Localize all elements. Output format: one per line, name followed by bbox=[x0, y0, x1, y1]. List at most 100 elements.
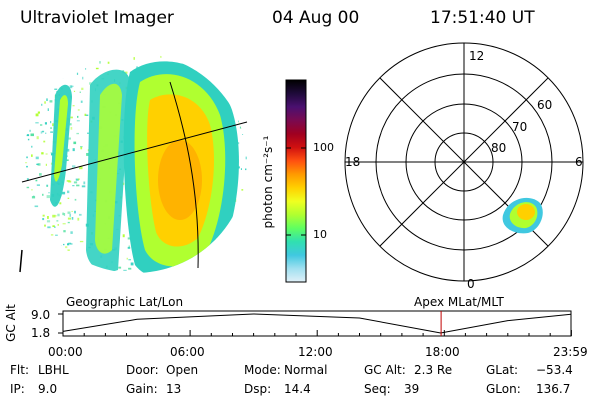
speckle bbox=[36, 184, 40, 186]
speckle bbox=[44, 91, 46, 95]
speckle bbox=[237, 142, 240, 145]
speckle bbox=[53, 67, 56, 70]
speckle bbox=[242, 251, 245, 253]
speckle bbox=[215, 253, 219, 257]
speckle bbox=[243, 243, 245, 246]
speckle bbox=[80, 146, 83, 148]
arc-left-core bbox=[54, 95, 68, 182]
speckle bbox=[244, 94, 246, 96]
speckle bbox=[238, 119, 241, 122]
speckle bbox=[136, 66, 138, 69]
speckle bbox=[55, 57, 58, 61]
speckle bbox=[242, 74, 245, 76]
speckle bbox=[53, 256, 56, 259]
speckle bbox=[99, 55, 103, 58]
speckle bbox=[57, 213, 60, 217]
speckle bbox=[45, 153, 48, 155]
speckle bbox=[87, 132, 89, 134]
speckle bbox=[70, 116, 73, 119]
speckle bbox=[127, 237, 131, 240]
speckle bbox=[249, 62, 252, 64]
speckle bbox=[85, 68, 87, 70]
speckle bbox=[33, 258, 37, 261]
speckle bbox=[63, 230, 66, 233]
speckle bbox=[26, 165, 28, 168]
speckle bbox=[209, 272, 213, 273]
speckle bbox=[28, 228, 31, 231]
speckle bbox=[50, 127, 52, 129]
speckle bbox=[69, 85, 73, 89]
speckle bbox=[86, 264, 90, 266]
speckle bbox=[52, 123, 55, 127]
speckle bbox=[87, 149, 89, 152]
speckle bbox=[34, 101, 38, 103]
speckle bbox=[29, 95, 31, 99]
speckle bbox=[103, 270, 106, 273]
speckle bbox=[25, 69, 28, 71]
speckle bbox=[245, 168, 247, 171]
speckle bbox=[77, 109, 80, 111]
speckle bbox=[42, 218, 45, 221]
speckle bbox=[42, 79, 44, 81]
speckle bbox=[76, 120, 80, 122]
speckle bbox=[215, 65, 220, 67]
speckle bbox=[218, 77, 222, 81]
speckle bbox=[69, 64, 72, 66]
speckle bbox=[41, 130, 45, 133]
speckle bbox=[75, 178, 79, 181]
speckle bbox=[37, 250, 41, 252]
speckle bbox=[238, 107, 242, 110]
speckle bbox=[235, 102, 239, 105]
speckle bbox=[246, 77, 247, 80]
speckle bbox=[200, 68, 202, 70]
title: Ultraviolet Imager bbox=[20, 8, 174, 28]
speckle bbox=[43, 59, 46, 63]
speckle bbox=[243, 89, 246, 91]
speckle bbox=[30, 237, 32, 241]
speckle bbox=[220, 252, 223, 255]
speckle bbox=[25, 265, 28, 266]
speckle bbox=[84, 114, 89, 116]
speckle bbox=[140, 275, 142, 278]
speckle bbox=[76, 72, 79, 75]
speckle bbox=[82, 76, 84, 80]
lat-label-70: 70 bbox=[512, 120, 528, 134]
speckle bbox=[63, 61, 67, 65]
speckle bbox=[243, 73, 247, 75]
glon-value: 136.7 bbox=[536, 382, 571, 396]
speckle bbox=[44, 224, 46, 227]
speckle bbox=[33, 97, 37, 99]
speckle bbox=[144, 275, 146, 277]
speckle bbox=[46, 220, 51, 223]
glat-label: GLat: bbox=[486, 363, 519, 377]
speckle bbox=[217, 252, 220, 256]
speckle bbox=[233, 66, 237, 68]
speckle bbox=[35, 113, 39, 117]
speckle bbox=[228, 61, 232, 64]
speckle bbox=[57, 224, 59, 226]
speckle bbox=[62, 55, 66, 59]
speckle bbox=[66, 159, 69, 161]
speckle bbox=[231, 80, 234, 84]
orbit-ytick-label-18: 1.8 bbox=[31, 326, 51, 340]
speckle bbox=[46, 195, 50, 199]
speckle bbox=[29, 91, 32, 95]
speckle bbox=[200, 268, 203, 272]
speckle bbox=[67, 221, 70, 224]
speckle bbox=[42, 258, 45, 262]
speckle bbox=[70, 231, 73, 234]
speckle bbox=[52, 252, 55, 255]
speckle bbox=[242, 230, 246, 233]
orbit-y-axis-title: GC Alt bbox=[4, 304, 18, 342]
speckle bbox=[62, 212, 64, 216]
date: 04 Aug 00 bbox=[272, 8, 360, 28]
speckle bbox=[86, 153, 89, 156]
speckle bbox=[241, 189, 244, 191]
speckle bbox=[26, 186, 30, 189]
speckle bbox=[65, 246, 68, 249]
speckle bbox=[45, 163, 47, 166]
speckle bbox=[37, 163, 41, 166]
speckle bbox=[28, 103, 32, 106]
speckle bbox=[66, 180, 70, 182]
